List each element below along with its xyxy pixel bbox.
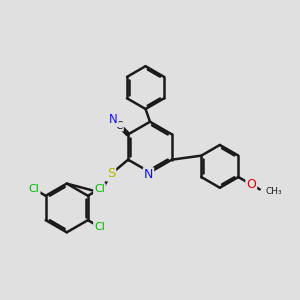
Text: N: N [109, 113, 118, 126]
Text: N: N [144, 168, 153, 181]
Text: C: C [116, 121, 123, 130]
Text: Cl: Cl [29, 184, 40, 194]
Text: O: O [246, 178, 256, 191]
Text: S: S [107, 167, 115, 181]
Text: Cl: Cl [94, 222, 105, 232]
Text: Cl: Cl [94, 184, 105, 194]
Text: CH₃: CH₃ [265, 187, 282, 196]
